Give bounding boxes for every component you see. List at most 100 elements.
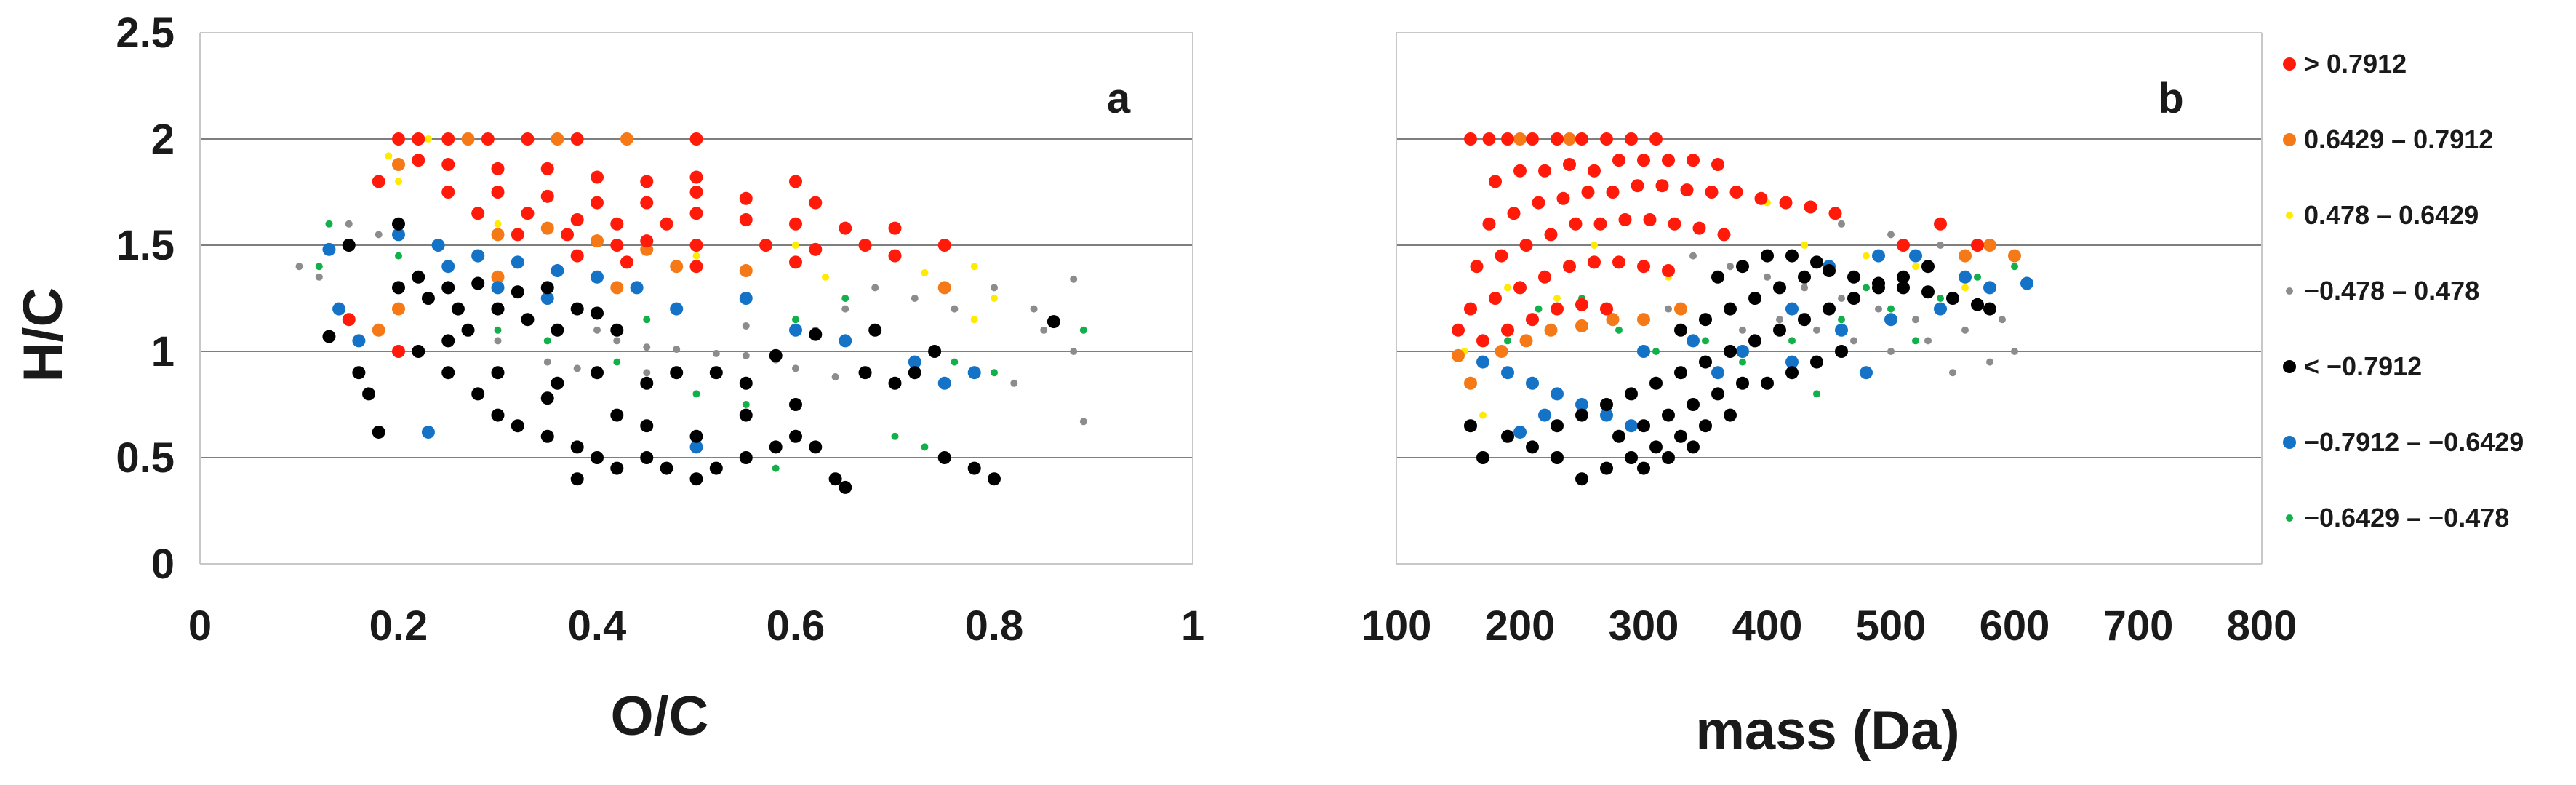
data-point <box>792 364 799 372</box>
data-point <box>712 349 720 357</box>
x-tick-label: 0.6 <box>767 602 825 650</box>
data-point <box>739 376 753 390</box>
data-point <box>1912 337 1919 345</box>
data-point <box>1711 270 1724 284</box>
gridlines-b <box>1396 32 2263 565</box>
data-point <box>689 440 703 454</box>
data-point <box>471 387 485 401</box>
data-point <box>573 364 581 372</box>
data-point <box>1615 326 1623 334</box>
data-point <box>332 302 346 316</box>
data-point <box>342 239 356 252</box>
data-point <box>1983 239 1996 252</box>
data-point <box>921 268 929 276</box>
data-point <box>1612 255 1625 269</box>
data-point <box>921 443 929 451</box>
legend-marker <box>2283 360 2296 373</box>
y-tick-label: 2.5 <box>116 9 175 57</box>
data-point <box>561 228 575 242</box>
data-point <box>1748 292 1761 305</box>
data-point <box>1538 164 1551 178</box>
data-point <box>1739 358 1746 366</box>
data-point <box>540 292 554 305</box>
data-point <box>792 242 799 249</box>
data-point <box>372 323 385 337</box>
data-point <box>673 346 681 354</box>
data-point <box>742 401 750 408</box>
x-tick-label: 400 <box>1732 602 1803 650</box>
legend-item: 0.6429 – 0.7912 <box>2283 124 2493 154</box>
data-point <box>1482 132 1496 146</box>
panel-label-a: a <box>1107 75 1131 122</box>
data-point <box>1662 264 1675 278</box>
data-point <box>692 252 700 260</box>
data-point <box>928 345 942 358</box>
data-point <box>1761 376 1774 390</box>
data-point <box>1637 345 1650 358</box>
data-point <box>352 366 366 380</box>
data-point <box>322 330 336 343</box>
data-point <box>1711 366 1724 380</box>
data-point <box>570 472 584 486</box>
data-point <box>491 408 505 422</box>
data-point <box>1711 158 1724 172</box>
data-point <box>392 132 405 146</box>
data-point <box>1600 408 1613 422</box>
data-point <box>1838 295 1845 302</box>
data-point <box>1489 175 1502 188</box>
data-point <box>295 263 303 271</box>
data-point <box>689 429 703 443</box>
legend-label: 0.6429 – 0.7912 <box>2304 124 2493 154</box>
data-point <box>1600 132 1613 146</box>
data-point <box>1479 411 1487 419</box>
legend-label: > 0.7912 <box>2304 49 2407 79</box>
data-point <box>1556 191 1570 205</box>
data-point <box>491 270 505 284</box>
data-point <box>412 154 425 167</box>
data-point <box>1983 281 1996 295</box>
data-point <box>1538 408 1551 422</box>
data-point <box>1501 429 1514 443</box>
data-point <box>1662 451 1675 464</box>
data-point <box>2011 263 2018 271</box>
data-point <box>1764 273 1771 281</box>
data-point <box>858 239 872 252</box>
data-point <box>1637 260 1650 274</box>
data-point <box>1452 348 1465 362</box>
data-point <box>1813 326 1820 334</box>
x-tick-labels-b: 100 200 300 400 500 600 700 800 <box>1361 602 2297 650</box>
data-point <box>1464 132 1477 146</box>
data-point <box>1779 196 1793 210</box>
data-point <box>970 316 978 324</box>
data-point <box>315 273 323 281</box>
data-point <box>610 461 624 475</box>
data-point <box>1649 376 1663 390</box>
data-point <box>1612 154 1625 167</box>
data-point <box>1959 249 1972 263</box>
data-point <box>540 429 554 443</box>
data-point <box>1729 186 1743 199</box>
data-point <box>1813 390 1820 398</box>
y-axis-title-a: H/C <box>12 287 74 383</box>
data-point <box>991 295 998 302</box>
x-tick-label: 0.4 <box>568 602 627 650</box>
data-point <box>759 239 773 252</box>
data-point <box>1804 200 1817 214</box>
data-point <box>1810 255 1823 269</box>
data-point <box>1551 302 1564 316</box>
data-point <box>792 316 799 324</box>
data-point <box>1674 302 1687 316</box>
data-point <box>1482 217 1496 231</box>
data-point <box>1464 419 1477 433</box>
data-point <box>372 425 385 439</box>
data-point <box>551 376 564 390</box>
data-point <box>742 351 750 359</box>
data-point <box>1736 260 1749 274</box>
legend-item: −0.6429 – −0.478 <box>2286 503 2509 533</box>
data-point <box>1674 429 1687 443</box>
data-point <box>1551 387 1564 401</box>
data-point <box>1897 239 1910 252</box>
data-point <box>1575 472 1588 486</box>
data-point <box>395 252 402 260</box>
data-point <box>441 366 455 380</box>
